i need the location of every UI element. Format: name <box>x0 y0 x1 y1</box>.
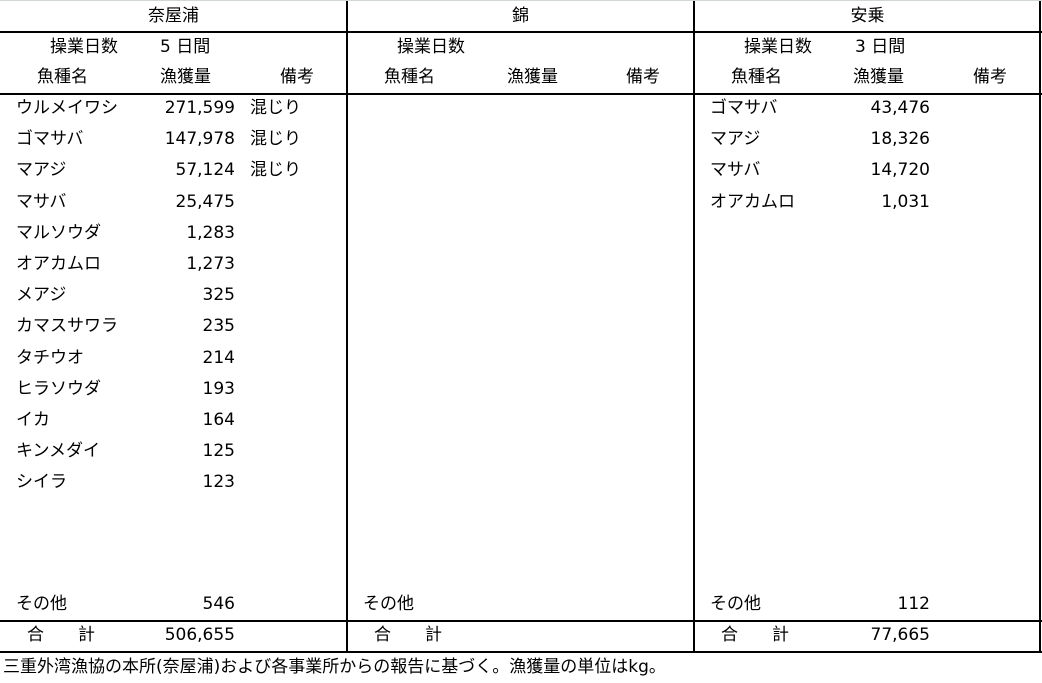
header-note: 備考 <box>280 67 314 87</box>
divider <box>346 1 348 653</box>
days-label: 操業日数 <box>50 37 118 57</box>
fish-name: オアカムロ <box>16 254 101 274</box>
fish-name: シイラ <box>16 472 67 493</box>
total-label: 合 計 <box>27 625 95 645</box>
days-value: 5 日間 <box>160 37 211 57</box>
days-label: 操業日数 <box>744 37 812 57</box>
section-title: 奈屋浦 <box>148 6 199 26</box>
footnote: 三重外湾漁協の本所(奈屋浦)および各事業所からの報告に基づく。漁獲量の単位はkg… <box>3 657 666 677</box>
other-label: その他 <box>710 594 761 614</box>
header-note: 備考 <box>626 67 660 87</box>
section-title: 錦 <box>512 6 529 26</box>
section-title: 安乗 <box>850 6 885 26</box>
divider <box>0 93 1042 95</box>
catch-amount: 1,283 <box>186 222 235 243</box>
other-label: その他 <box>363 594 414 614</box>
catch-amount: 214 <box>202 347 235 368</box>
note: 混じり <box>250 160 301 181</box>
fish-name: カマスサワラ <box>16 316 118 337</box>
fish-name: マアジ <box>710 129 761 150</box>
fish-name: ゴマサバ <box>710 98 778 118</box>
header-catch: 漁獲量 <box>160 67 211 87</box>
fish-name: ウルメイワシ <box>16 98 118 118</box>
note: 混じり <box>250 129 301 150</box>
catch-amount: 147,978 <box>164 129 235 150</box>
total-label: 合 計 <box>374 625 442 645</box>
fish-name: タチウオ <box>16 347 84 368</box>
fish-name: マサバ <box>710 160 761 181</box>
catch-amount: 193 <box>202 378 235 399</box>
days-value: 3 日間 <box>855 37 906 57</box>
catch-amount: 123 <box>202 472 235 493</box>
total-amount: 77,665 <box>870 625 930 645</box>
divider <box>0 31 1042 33</box>
header-catch: 漁獲量 <box>507 67 558 87</box>
divider <box>0 620 1042 622</box>
header-fish: 魚種名 <box>384 67 435 87</box>
catch-amount: 57,124 <box>175 160 235 181</box>
catch-amount: 1,031 <box>881 191 930 212</box>
catch-amount: 25,475 <box>175 191 235 212</box>
other-amount: 546 <box>202 594 235 614</box>
catch-amount: 325 <box>202 285 235 306</box>
fish-name: マサバ <box>16 191 67 212</box>
note: 混じり <box>250 98 301 118</box>
header-fish: 魚種名 <box>731 67 782 87</box>
fish-name: ゴマサバ <box>16 129 84 150</box>
total-amount: 506,655 <box>164 625 235 645</box>
other-label: その他 <box>16 594 67 614</box>
fish-name: オアカムロ <box>710 191 795 212</box>
divider <box>1039 1 1041 653</box>
fish-name: ヒラソウダ <box>16 378 101 399</box>
other-amount: 112 <box>897 594 930 614</box>
fish-name: マアジ <box>16 160 67 181</box>
catch-amount: 1,273 <box>186 254 235 274</box>
catch-amount: 43,476 <box>870 98 930 118</box>
days-label: 操業日数 <box>397 37 465 57</box>
catch-amount: 125 <box>202 441 235 462</box>
fish-name: イカ <box>16 410 50 430</box>
header-note: 備考 <box>973 67 1007 87</box>
divider <box>0 651 1042 653</box>
fish-name: マルソウダ <box>16 222 101 243</box>
divider <box>693 1 695 653</box>
catch-amount: 164 <box>202 410 235 430</box>
header-fish: 魚種名 <box>37 67 88 87</box>
total-label: 合 計 <box>721 625 789 645</box>
catch-amount: 271,599 <box>164 98 235 118</box>
catch-amount: 235 <box>202 316 235 337</box>
catch-amount: 18,326 <box>870 129 930 150</box>
catch-amount: 14,720 <box>870 160 930 181</box>
header-catch: 漁獲量 <box>853 67 904 87</box>
fish-name: メアジ <box>16 285 67 306</box>
fish-name: キンメダイ <box>16 441 100 462</box>
